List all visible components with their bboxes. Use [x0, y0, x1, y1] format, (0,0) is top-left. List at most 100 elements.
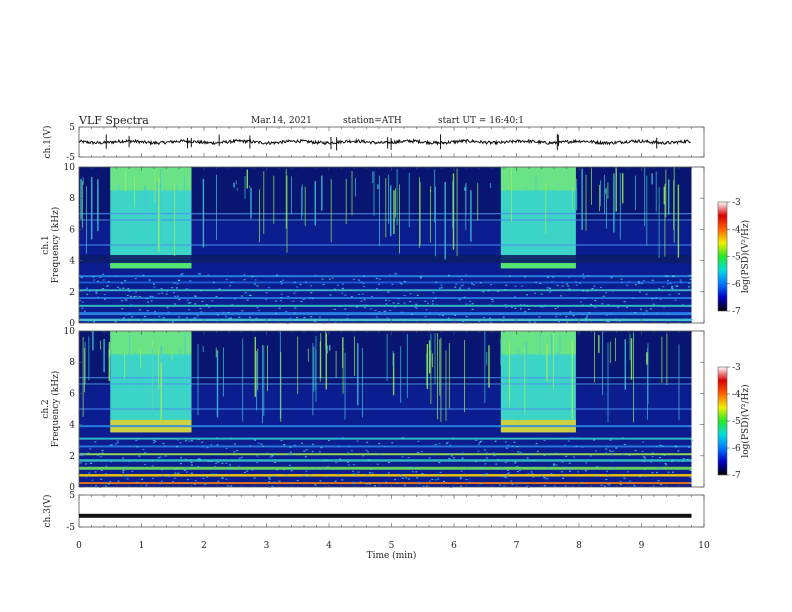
ch1-spectrogram-speckle: [189, 280, 192, 282]
ch1-spectrogram-speckle: [216, 314, 219, 316]
ch1-spectrogram-speckle: [501, 320, 504, 322]
ch1-spectrogram-speckle: [186, 316, 188, 319]
ch2-spectrogram-speckle: [528, 454, 531, 456]
ch1-spectrogram-ytick-label: 0: [69, 319, 75, 329]
ch1-spectrogram-speckle: [294, 307, 297, 309]
ch1-spectrogram-speckle: [491, 300, 494, 303]
ch1-spectrogram-speckle: [176, 283, 179, 285]
ch1-spectrogram-speckle: [637, 305, 640, 307]
ch2-spectrogram-speckle: [606, 470, 608, 472]
ch1-spectrogram-speckle: [568, 288, 571, 290]
ch2-spectrogram-speckle: [383, 474, 386, 476]
ch1-spectrogram-colorbar-tick-label: -6: [732, 280, 741, 290]
ch2-spectrogram-ytick-label: 8: [69, 358, 75, 368]
ch2-spectrogram-speckle: [603, 485, 606, 487]
time-tick-label: 5: [389, 541, 395, 551]
ch1-spectrogram-speckle: [189, 302, 192, 304]
ch2-spectrogram-speckle: [177, 472, 180, 474]
ch2-spectrogram-speckle: [272, 475, 275, 477]
ch2-spectrogram-speckle: [443, 480, 445, 482]
ch1-spectrogram-speckle: [329, 294, 332, 296]
ch2-spectrogram-speckle: [319, 480, 322, 482]
ch1-spectrogram-speckle: [128, 290, 131, 292]
ch2-spectrogram-speckle: [283, 445, 286, 447]
ch1-spectrogram-speckle: [100, 289, 103, 291]
ch1-spectrogram-speckle: [434, 297, 437, 299]
ch2-spectrogram-speckle: [483, 459, 486, 461]
ch1-spectrogram-speckle: [341, 287, 344, 289]
ch2-spectrogram-speckle: [147, 438, 149, 440]
ch2-spectrogram-speckle: [161, 480, 163, 482]
ch2-spectrogram-ylabel-line: ch.2: [41, 399, 51, 418]
ch1-spectrogram-speckle: [291, 319, 294, 321]
ch2-spectrogram-speckle: [580, 459, 583, 461]
time-axis-label: Time (min): [367, 550, 417, 561]
ch1-spectrogram-speckle: [483, 316, 485, 319]
ch2-spectrogram-speckle: [85, 463, 88, 465]
ch1-spectrogram-speckle: [580, 301, 582, 303]
ch1-spectrogram-speckle: [305, 281, 307, 283]
ch1-spectrogram-speckle: [280, 297, 283, 299]
ch2-spectrogram-speckle: [204, 483, 207, 485]
ch2-spectrogram-speckle: [190, 472, 193, 474]
ch1-spectrogram-speckle: [243, 274, 246, 276]
ch1-waveform-ylabel: ch.1(V): [42, 126, 53, 159]
ch1-waveform-ylabel-line: ch.1(V): [42, 126, 53, 159]
ch2-spectrogram-speckle: [290, 470, 293, 472]
ch1-spectrogram-speckle: [150, 300, 153, 302]
ch1-spectrogram-speckle: [176, 295, 179, 297]
ch2-spectrogram-speckle: [562, 477, 565, 479]
ch2-spectrogram-ytick-label: 10: [64, 327, 76, 337]
ch1-spectrogram-speckle: [549, 291, 552, 293]
ch1-spectrogram-speckle: [582, 277, 585, 279]
ch1-spectrogram-speckle: [454, 314, 457, 316]
ch2-spectrogram-speckle: [322, 468, 325, 470]
ch2-spectrogram-speckle: [689, 477, 692, 479]
ch1-spectrogram-speckle: [93, 279, 96, 281]
ch2-spectrogram-speckle: [337, 446, 340, 448]
ch1-spectrogram-speckle: [555, 316, 558, 318]
ch2-spectrogram-speckle: [503, 468, 506, 470]
ch2-spectrogram-speckle: [352, 470, 354, 472]
ch2-spectrogram-speckle: [657, 480, 660, 482]
ch1-spectrogram-speckle: [187, 302, 190, 304]
ch2-spectrogram-speckle: [485, 452, 488, 454]
ch1-spectrogram-speckle: [415, 307, 418, 309]
ch1-spectrogram-band-2: [79, 304, 692, 307]
ch2-spectrogram-speckle: [483, 449, 486, 451]
ch1-spectrogram-burst-top-1: [500, 167, 576, 191]
ch2-spectrogram-speckle: [240, 456, 243, 458]
ch1-spectrogram-speckle: [584, 318, 587, 320]
ch2-spectrogram-speckle: [374, 485, 376, 487]
ch1-spectrogram-speckle: [161, 292, 164, 294]
ch1-spectrogram-speckle: [632, 297, 635, 299]
ch1-spectrogram-speckle: [651, 298, 654, 300]
ch2-spectrogram-speckle: [137, 438, 140, 440]
ch2-spectrogram-speckle: [221, 462, 224, 464]
ch1-spectrogram-speckle: [362, 282, 365, 284]
ch1-spectrogram-speckle: [565, 316, 568, 318]
ch1-spectrogram-speckle: [594, 299, 597, 302]
ch2-spectrogram-speckle: [136, 446, 139, 448]
ch2-spectrogram-speckle: [109, 444, 112, 446]
ch2-spectrogram-speckle: [164, 455, 167, 457]
ch2-spectrogram-speckle: [163, 445, 166, 447]
ch2-spectrogram-colorbar-label: log(PSD)(V²/Hz): [740, 384, 751, 457]
ch1-spectrogram-speckle: [688, 286, 690, 288]
ch2-spectrogram-speckle: [248, 445, 251, 447]
ch2-spectrogram-speckle: [296, 480, 299, 482]
ch1-spectrogram-speckle: [609, 312, 612, 314]
ch2-spectrogram-speckle: [547, 466, 550, 469]
ch1-spectrogram-speckle: [95, 292, 98, 295]
ch1-spectrogram-speckle: [131, 316, 134, 318]
ch1-spectrogram-speckle: [642, 314, 645, 316]
ch1-spectrogram-speckle: [618, 320, 621, 322]
ch2-spectrogram-speckle: [670, 460, 673, 462]
ch2-spectrogram-speckle: [207, 460, 210, 462]
ch2-spectrogram-speckle: [516, 471, 519, 473]
ch1-spectrogram-speckle: [300, 300, 303, 303]
ch1-spectrogram-speckle: [440, 287, 443, 289]
ch2-spectrogram-speckle: [428, 480, 431, 482]
ch2-spectrogram-speckle: [368, 483, 371, 485]
ch2-spectrogram-speckle: [366, 474, 369, 476]
